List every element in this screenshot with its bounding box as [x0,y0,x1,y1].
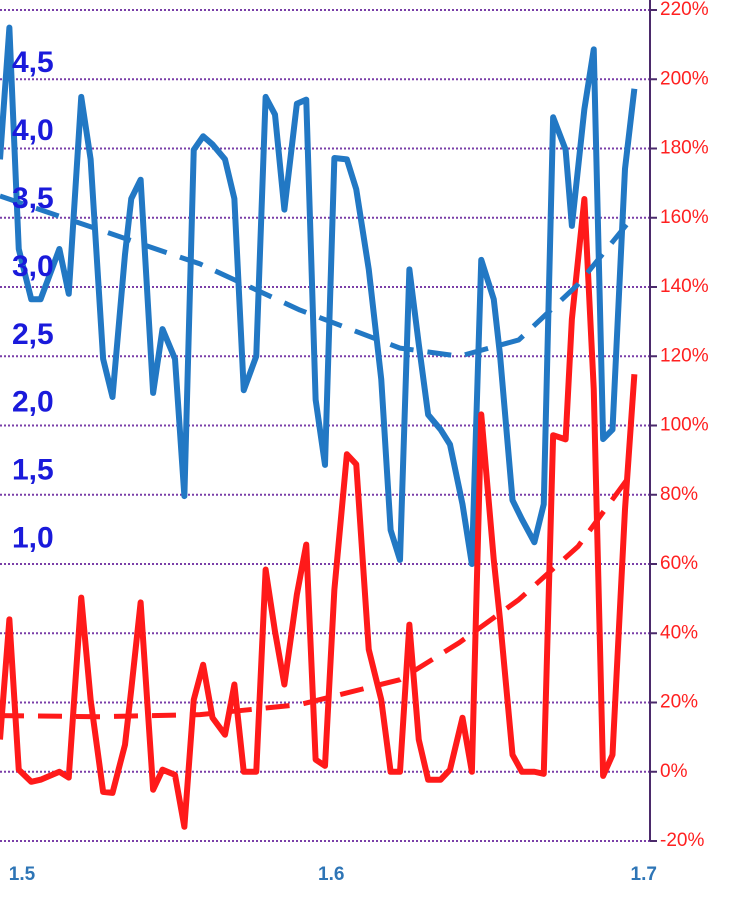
trend-line [0,193,637,359]
y-tick-label: 2,5 [12,318,54,351]
y2-tick-label: 0% [660,761,688,782]
x-tick-label: 1.6 [318,864,344,885]
y-tick-label: 3,5 [12,182,54,215]
y-tick-label: 1,0 [12,521,54,554]
y-tick-label: 4,5 [12,46,54,79]
y2-tick-label: 20% [660,692,698,713]
y-tick-label: 2,0 [12,386,54,419]
x-tick-label: 1.7 [631,864,657,885]
y2-tick-label: -20% [660,830,704,851]
y2-tick-label: 80% [660,484,698,505]
y-tick-label: 4,0 [12,114,54,147]
y2-tick-label: 220% [660,0,709,20]
x-tick-label: 1.5 [9,864,36,885]
y2-tick-label: 60% [660,553,698,574]
y2-tick-label: 180% [660,138,709,159]
data-line [0,24,638,567]
data-line [0,196,638,830]
y-tick-label: 1,5 [12,454,54,487]
trend-line [0,467,637,720]
y2-tick-label: 100% [660,415,709,436]
y2-tick-label: 40% [660,622,698,643]
y2-tick-label: 160% [660,207,709,228]
y2-tick-label: 140% [660,276,709,297]
y2-tick-label: 200% [660,68,709,89]
y-tick-label: 3,0 [12,250,54,283]
y2-tick-label: 120% [660,345,709,366]
